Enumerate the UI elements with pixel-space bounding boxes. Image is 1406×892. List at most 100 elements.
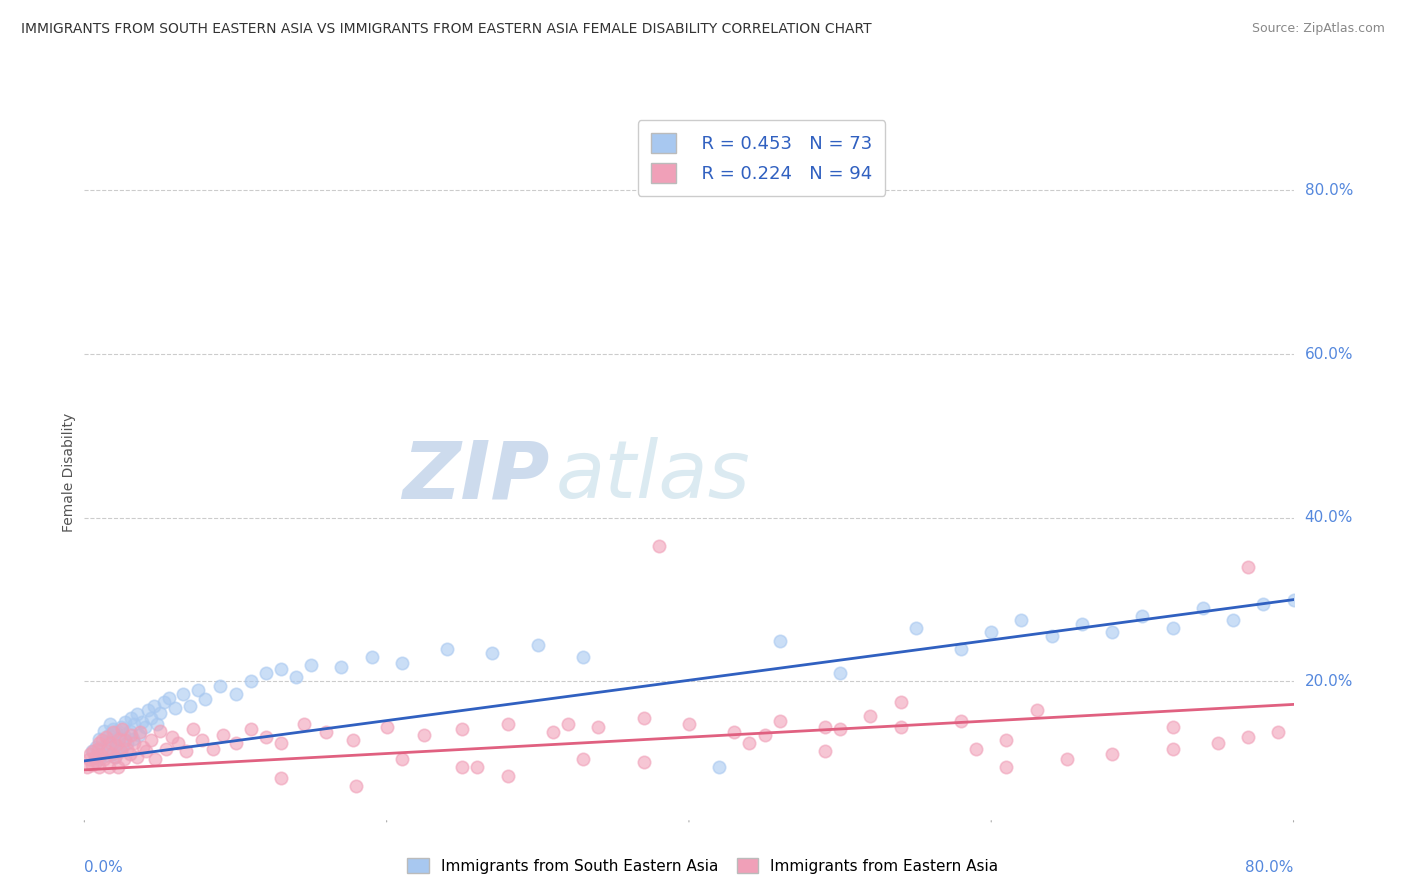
Point — [136, 703, 159, 717]
Point — [451, 760, 474, 774]
Point — [678, 717, 700, 731]
Point — [160, 730, 183, 744]
Point — [97, 728, 120, 742]
Point — [391, 752, 413, 766]
Point — [647, 540, 671, 554]
Point — [754, 728, 776, 742]
Point — [120, 711, 142, 725]
Point — [145, 752, 167, 766]
Point — [115, 736, 138, 750]
Point — [90, 748, 112, 763]
Point — [94, 730, 117, 744]
Point — [330, 659, 353, 673]
Point — [212, 728, 235, 742]
Point — [1161, 621, 1184, 635]
Text: 80.0%: 80.0% — [1305, 183, 1353, 198]
Point — [149, 706, 172, 720]
Point — [101, 725, 124, 739]
Point — [315, 725, 337, 739]
Point — [163, 700, 186, 714]
Point — [181, 722, 204, 736]
Point — [1267, 725, 1289, 739]
Point — [1010, 613, 1032, 627]
Point — [995, 733, 1018, 747]
Point — [1071, 617, 1094, 632]
Point — [112, 752, 135, 766]
Point — [270, 736, 292, 750]
Point — [187, 682, 209, 697]
Point — [89, 736, 111, 750]
Point — [1251, 597, 1274, 611]
Point — [98, 736, 121, 750]
Point — [194, 692, 217, 706]
Point — [93, 752, 115, 766]
Point — [153, 695, 176, 709]
Point — [284, 670, 308, 684]
Point — [738, 736, 761, 750]
Point — [80, 758, 103, 772]
Point — [76, 760, 98, 774]
Text: 20.0%: 20.0% — [1305, 674, 1353, 689]
Point — [1040, 630, 1063, 644]
Point — [91, 741, 114, 756]
Point — [135, 744, 157, 758]
Point — [139, 733, 162, 747]
Point — [814, 719, 837, 733]
Point — [830, 722, 852, 736]
Point — [980, 625, 1002, 640]
Point — [114, 715, 136, 730]
Point — [1206, 736, 1229, 750]
Point — [481, 646, 503, 660]
Point — [451, 722, 474, 736]
Point — [89, 760, 111, 774]
Point — [239, 722, 262, 736]
Point — [107, 760, 129, 774]
Point — [995, 760, 1018, 774]
Point — [413, 728, 436, 742]
Point — [1161, 741, 1184, 756]
Point — [134, 719, 156, 733]
Point — [950, 714, 973, 728]
Point — [191, 733, 214, 747]
Point — [375, 719, 398, 733]
Point — [769, 633, 792, 648]
Point — [346, 779, 368, 793]
Point — [110, 744, 132, 758]
Point — [101, 722, 124, 736]
Point — [436, 641, 458, 656]
Point — [769, 714, 792, 728]
Point — [114, 733, 136, 747]
Point — [588, 719, 610, 733]
Point — [1222, 613, 1244, 627]
Point — [1025, 703, 1047, 717]
Point — [139, 711, 162, 725]
Point — [93, 723, 115, 738]
Point — [127, 707, 149, 722]
Text: IMMIGRANTS FROM SOUTH EASTERN ASIA VS IMMIGRANTS FROM EASTERN ASIA FEMALE DISABI: IMMIGRANTS FROM SOUTH EASTERN ASIA VS IM… — [21, 22, 872, 37]
Point — [572, 752, 595, 766]
Point — [129, 725, 152, 739]
Point — [89, 752, 111, 766]
Point — [1282, 592, 1305, 607]
Point — [89, 731, 111, 746]
Point — [391, 657, 413, 671]
Point — [1101, 625, 1123, 640]
Point — [254, 666, 277, 681]
Point — [104, 739, 127, 753]
Point — [105, 739, 128, 753]
Point — [107, 744, 129, 758]
Point — [157, 690, 180, 705]
Point — [723, 725, 745, 739]
Point — [108, 730, 131, 744]
Point — [904, 621, 927, 635]
Point — [104, 749, 127, 764]
Point — [100, 747, 122, 761]
Point — [270, 662, 292, 676]
Point — [172, 687, 194, 701]
Point — [572, 649, 595, 664]
Point — [859, 709, 882, 723]
Point — [830, 666, 852, 681]
Point — [209, 679, 232, 693]
Point — [1237, 560, 1260, 574]
Point — [96, 736, 118, 750]
